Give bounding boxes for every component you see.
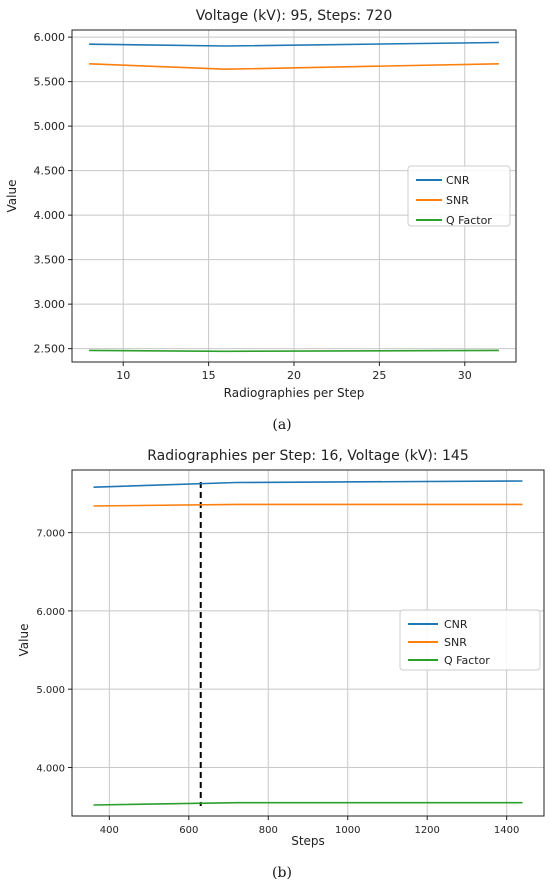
chart-a-xlabel: Radiographies per Step (224, 386, 365, 400)
legend-label: SNR (444, 636, 467, 649)
chart-a-ylabel: Value (5, 180, 19, 213)
y-tick-label: 2.500 (34, 343, 66, 356)
chart-b-ylabel: Value (17, 624, 31, 657)
legend-label: Q Factor (444, 654, 490, 667)
y-tick-label: 5.000 (36, 685, 65, 696)
x-tick-label: 600 (179, 825, 198, 836)
y-tick-label: 4.000 (34, 209, 66, 222)
chart-b-title: Radiographies per Step: 16, Voltage (kV)… (147, 448, 469, 464)
x-tick-label: 10 (116, 369, 130, 382)
chart-b-xlabel: Steps (291, 834, 325, 848)
chart-b-caption: (b) (272, 865, 292, 881)
chart-b: Radiographies per Step: 16, Voltage (kV)… (17, 448, 545, 881)
chart-b-ticks: 400 600 800 1000 1200 1400 4.000 5.000 6.000 7.00… (36, 529, 519, 836)
x-tick-label: 30 (458, 369, 472, 382)
x-tick-label: 15 (202, 369, 216, 382)
x-tick-label: 25 (372, 369, 386, 382)
chart-b-legend: CNR SNR Q Factor (399, 609, 541, 671)
series-line-snr (93, 503, 523, 507)
chart-a-caption: (a) (272, 417, 291, 433)
y-tick-label: 7.000 (36, 529, 65, 540)
chart-a-legend: CNR SNR Q Factor (407, 165, 511, 227)
legend-label: Q Factor (446, 214, 492, 227)
legend-label: CNR (444, 618, 468, 631)
y-tick-label: 5.500 (34, 76, 66, 89)
legend-label: SNR (446, 194, 469, 207)
series-line-cnr (93, 480, 523, 488)
chart-a-ticks: 10 15 20 25 30 2.500 3.000 3.500 4.000 4.500 5.000… (34, 31, 472, 382)
chart-a-title: Voltage (kV): 95, Steps: 720 (196, 8, 393, 24)
y-tick-label: 4.500 (34, 165, 66, 178)
y-tick-label: 6.000 (36, 607, 65, 618)
y-tick-label: 5.000 (34, 120, 66, 133)
y-tick-label: 6.000 (34, 31, 66, 44)
x-tick-label: 800 (259, 825, 278, 836)
x-tick-label: 1200 (414, 825, 439, 836)
chart-b-lines (93, 480, 523, 806)
series-line-q-factor (89, 349, 499, 353)
y-tick-label: 4.000 (36, 763, 65, 774)
x-tick-label: 20 (287, 369, 301, 382)
chart-a-lines (89, 41, 499, 353)
series-line-cnr (89, 41, 499, 47)
y-tick-label: 3.000 (34, 298, 66, 311)
x-tick-label: 1400 (494, 825, 519, 836)
x-tick-label: 1000 (335, 825, 360, 836)
series-line-q-factor (93, 801, 523, 806)
x-tick-label: 400 (100, 825, 119, 836)
legend-label: CNR (446, 174, 470, 187)
y-tick-label: 3.500 (34, 254, 66, 267)
chart-a: Voltage (kV): 95, Steps: 720 10 15 20 25 30 2… (5, 8, 517, 433)
chart-b-plot-frame (71, 469, 545, 817)
series-line-snr (89, 63, 499, 71)
